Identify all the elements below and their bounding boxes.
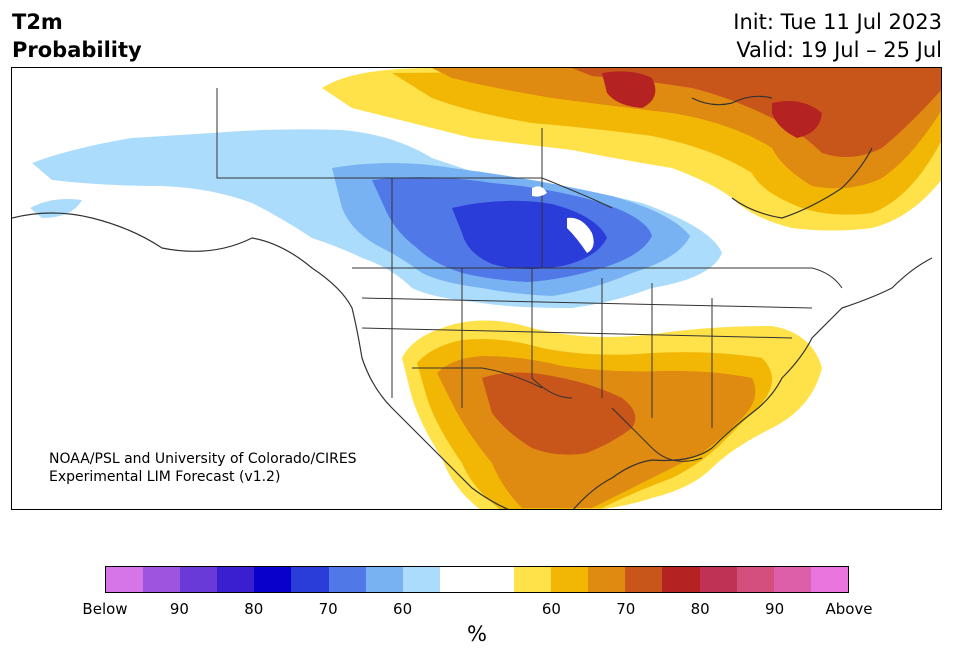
colorbar-cell: [476, 567, 515, 592]
colorbar-cell: [773, 567, 811, 592]
colorbar-cell: [106, 567, 144, 592]
colorbar-cell: [736, 567, 774, 592]
colorbar-tick-label: Above: [825, 600, 873, 618]
colorbar-cell: [143, 567, 181, 592]
probability-map: NOAA/PSL and University of Colorado/CIRE…: [11, 67, 942, 510]
credit-line-2: Experimental LIM Forecast (v1.2): [49, 469, 281, 485]
colorbar-cell: [217, 567, 255, 592]
colorbar-cell: [662, 567, 700, 592]
colorbar-tick-label: 90: [765, 600, 785, 618]
valid-period: Valid: 19 Jul – 25 Jul: [736, 38, 942, 62]
colorbar-cell: [291, 567, 329, 592]
colorbar-cell: [402, 567, 440, 592]
colorbar-cell: [551, 567, 589, 592]
lakes: [532, 186, 594, 253]
colorbar-cell: [810, 567, 848, 592]
above-95-north-region: [602, 71, 822, 138]
map-canvas: [12, 68, 941, 509]
colorbar-cell: [365, 567, 403, 592]
colorbar-tick-label: 70: [616, 600, 636, 618]
colorbar-tick-label: 70: [318, 600, 338, 618]
colorbar: [105, 566, 849, 593]
colorbar-cell: [180, 567, 218, 592]
forecast-dates: Init: Tue 11 Jul 2023 Valid: 19 Jul – 25…: [733, 8, 942, 64]
coastline: [12, 95, 933, 509]
credit-line-1: NOAA/PSL and University of Colorado/CIRE…: [49, 451, 357, 467]
colorbar-tick-label: 80: [690, 600, 710, 618]
title-line-1: T2m: [12, 10, 63, 34]
colorbar-cell: [588, 567, 626, 592]
credit-text: NOAA/PSL and University of Colorado/CIRE…: [49, 450, 357, 486]
boundaries: [216, 88, 843, 462]
colorbar-tick-label: 80: [244, 600, 264, 618]
colorbar-tick-label: 90: [169, 600, 189, 618]
colorbar-tick-label: 60: [393, 600, 413, 618]
colorbar-cell: [439, 567, 477, 592]
title-line-2: Probability: [12, 38, 142, 62]
colorbar-cell: [625, 567, 663, 592]
colorbar-unit: %: [467, 622, 487, 646]
colorbar-cell: [328, 567, 366, 592]
init-date: Init: Tue 11 Jul 2023: [733, 10, 942, 34]
above-90-north-region: [572, 68, 941, 157]
below-60-west-region: [30, 199, 82, 218]
above-90-south-region: [482, 372, 636, 455]
colorbar-cell: [254, 567, 292, 592]
colorbar-cell: [514, 567, 552, 592]
map-title: T2m Probability: [12, 8, 142, 64]
colorbar-cell: [699, 567, 737, 592]
colorbar-tick-label: 60: [541, 600, 561, 618]
colorbar-tick-label: Below: [82, 600, 128, 618]
